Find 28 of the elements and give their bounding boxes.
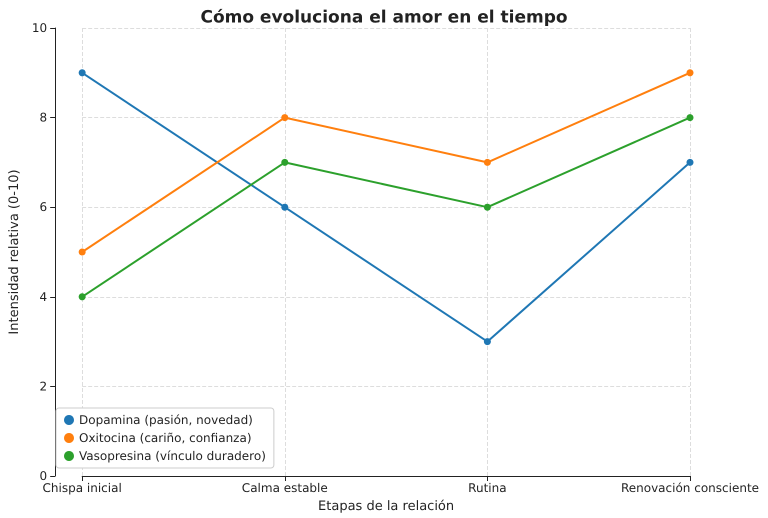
point — [484, 338, 491, 346]
y-tick-label: 4 — [40, 290, 48, 304]
legend-label: Dopamina (pasión, novedad) — [79, 413, 253, 427]
point — [78, 248, 86, 256]
x-tick-label: Renovación consciente — [620, 481, 760, 495]
y-tick-label: 6 — [40, 200, 48, 214]
point — [78, 293, 86, 300]
y-axis-title: Intensidad relativa (0-10) — [7, 169, 22, 335]
x-tick-label: Chispa inicial — [42, 481, 122, 495]
y-tick-label: 2 — [40, 379, 48, 394]
point — [484, 158, 491, 166]
x-tick-label: Calma estable — [242, 481, 328, 495]
point — [281, 158, 288, 166]
y-tick-label: 10 — [32, 21, 48, 35]
point — [686, 158, 694, 166]
point — [686, 114, 694, 122]
x-axis-title: Etapas de la relación — [318, 499, 454, 514]
point — [686, 69, 694, 76]
legend-label: Vasopresina (vínculo duradero) — [79, 449, 266, 463]
point — [78, 69, 86, 76]
point — [281, 204, 288, 211]
chart-title: Cómo evoluciona el amor en el tiempo — [200, 8, 568, 28]
point — [484, 204, 491, 211]
legend-label: Oxitocina (cariño, confianza) — [79, 431, 252, 445]
y-tick-label: 8 — [40, 110, 48, 125]
point — [281, 114, 288, 122]
y-tick-label: 0 — [40, 469, 48, 483]
x-tick-label: Rutina — [468, 481, 507, 495]
